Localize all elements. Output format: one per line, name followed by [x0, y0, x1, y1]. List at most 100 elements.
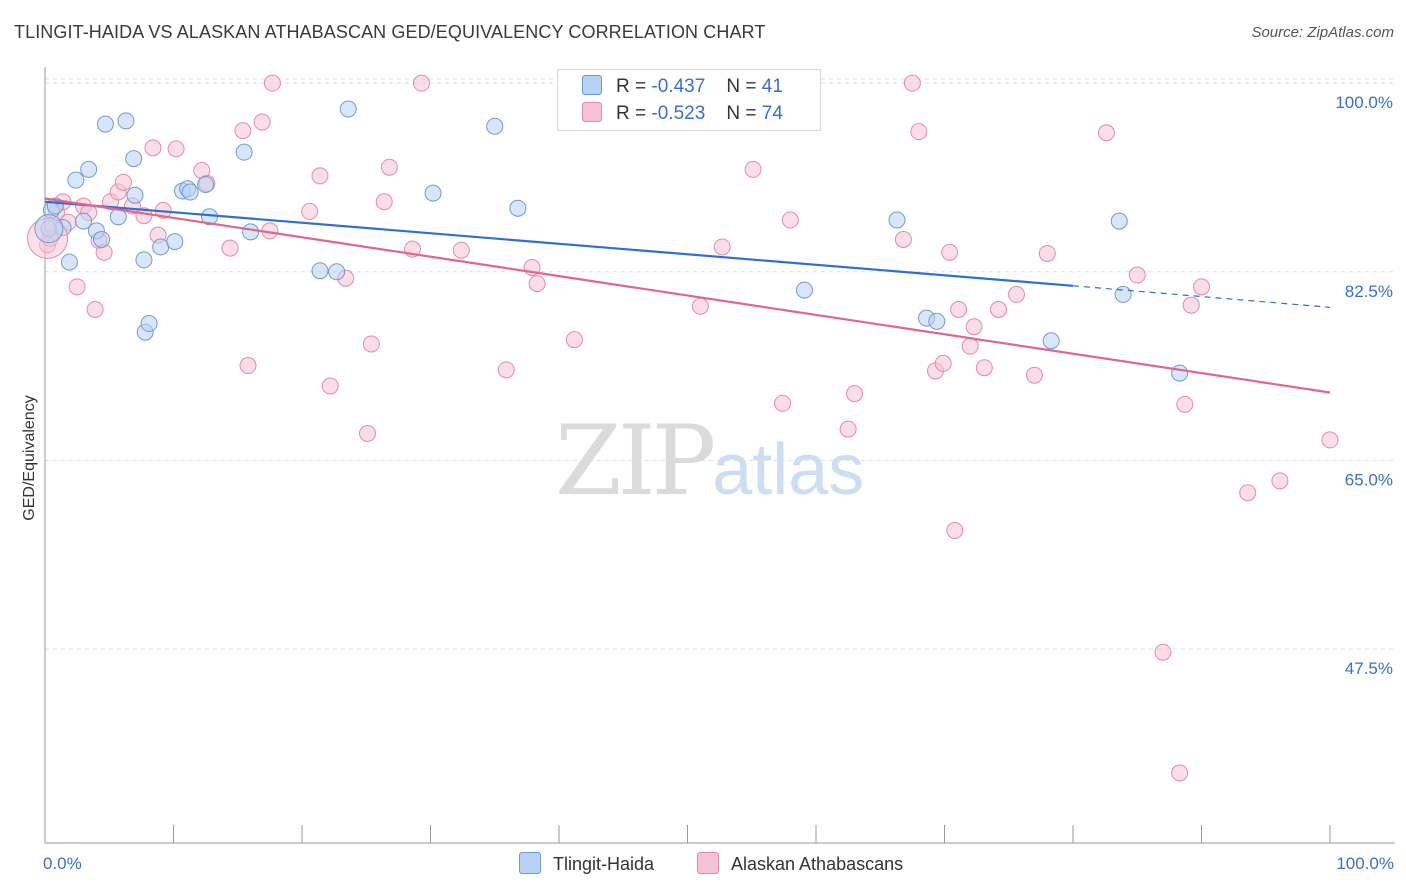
source-label: Source: ZipAtlas.com [1251, 24, 1394, 41]
trend-line-alaskan-athabascan [44, 197, 1331, 394]
point-tlingit-haida [242, 223, 260, 241]
y-tick-label: 65.0% [1345, 470, 1393, 489]
point-tlingit-haida [60, 253, 78, 271]
point-alaskan-athabascan [839, 420, 857, 438]
point-alaskan-athabascan [1154, 643, 1172, 661]
point-tlingit-haida [1171, 364, 1189, 382]
bottom-legend-swatch-blue [519, 852, 541, 874]
legend-row-tlingit-haida: R = -0.437 N = 41 [582, 75, 783, 99]
legend-r-value: -0.437 [651, 76, 706, 97]
legend-r-value: -0.523 [651, 103, 706, 124]
point-tlingit-haida [424, 184, 442, 202]
bottom-legend-label: Alaskan Athabascans [731, 854, 904, 874]
y-tick-label: 100.0% [1335, 93, 1393, 112]
point-alaskan-athabascan [941, 243, 959, 261]
point-tlingit-haida [67, 171, 85, 189]
point-alaskan-athabascan [1025, 366, 1043, 384]
point-alaskan-athabascan [713, 238, 731, 256]
point-tlingit-haida [1110, 212, 1128, 230]
point-alaskan-athabascan [1182, 296, 1200, 314]
point-tlingit-haida [509, 199, 527, 217]
point-tlingit-haida [197, 175, 215, 193]
bottom-legend-alaskan-athabascans: Alaskan Athabascans [697, 852, 903, 875]
point-alaskan-athabascan [321, 377, 339, 395]
legend-swatch-pink [582, 102, 602, 122]
point-alaskan-athabascan [744, 160, 762, 178]
point-tlingit-haida-cluster [34, 214, 64, 244]
point-alaskan-athabascan [253, 113, 271, 131]
point-tlingit-haida [486, 117, 504, 135]
point-alaskan-athabascan [380, 158, 398, 176]
point-tlingit-haida [126, 186, 144, 204]
point-alaskan-athabascan [1007, 285, 1025, 303]
point-alaskan-athabascan [452, 241, 470, 259]
bottom-legend-label: Tlingit-Haida [553, 854, 655, 874]
point-alaskan-athabascan [565, 331, 583, 349]
point-tlingit-haida [75, 212, 93, 230]
point-alaskan-athabascan [1176, 395, 1194, 413]
point-alaskan-athabascan [114, 173, 132, 191]
point-alaskan-athabascan [903, 74, 921, 92]
point-alaskan-athabascan [68, 278, 86, 296]
correlation-legend: R = -0.437 N = 41 R = -0.523 N = 74 [557, 69, 821, 131]
legend-row-alaskan-athabascans: R = -0.523 N = 74 [582, 102, 783, 126]
point-alaskan-athabascan [1271, 472, 1289, 490]
point-alaskan-athabascan [359, 424, 377, 442]
point-alaskan-athabascan [311, 167, 329, 185]
legend-n-value: 74 [761, 103, 783, 124]
y-tick-label: 82.5% [1345, 282, 1393, 301]
point-alaskan-athabascan [691, 297, 709, 315]
point-alaskan-athabascan [961, 337, 979, 355]
point-alaskan-athabascan [234, 122, 252, 140]
point-tlingit-haida [311, 262, 329, 280]
point-alaskan-athabascan [301, 202, 319, 220]
point-tlingit-haida [152, 238, 170, 256]
point-alaskan-athabascan [263, 74, 281, 92]
point-tlingit-haida [795, 281, 813, 299]
point-alaskan-athabascan [144, 139, 162, 157]
point-alaskan-athabascan [239, 357, 257, 375]
legend-n-value: 41 [761, 76, 783, 97]
point-alaskan-athabascan [221, 239, 239, 257]
point-tlingit-haida [888, 211, 906, 229]
point-alaskan-athabascan [910, 123, 928, 141]
point-alaskan-athabascan [1038, 244, 1056, 262]
point-tlingit-haida [235, 143, 253, 161]
point-tlingit-haida [125, 150, 143, 168]
point-alaskan-athabascan [1321, 431, 1339, 449]
point-alaskan-athabascan [975, 359, 993, 377]
point-alaskan-athabascan [528, 275, 546, 293]
trend-line-tlingit-haida [44, 200, 1074, 287]
point-alaskan-athabascan [497, 361, 515, 379]
point-alaskan-athabascan [167, 140, 185, 158]
chart-title: TLINGIT-HAIDA VS ALASKAN ATHABASCAN GED/… [14, 22, 766, 42]
point-tlingit-haida [140, 315, 158, 333]
x-tick-label-max: 100.0% [1336, 854, 1394, 873]
point-alaskan-athabascan [1171, 764, 1189, 782]
point-alaskan-athabascan [375, 193, 393, 211]
point-tlingit-haida [181, 183, 199, 201]
point-tlingit-haida [166, 233, 184, 251]
point-alaskan-athabascan [950, 301, 968, 318]
point-tlingit-haida [339, 100, 357, 118]
point-alaskan-athabascan [413, 74, 431, 92]
legend-n-label: N = [726, 76, 757, 97]
point-tlingit-haida [96, 115, 114, 133]
point-alaskan-athabascan [1128, 266, 1146, 284]
point-alaskan-athabascan [946, 521, 964, 539]
point-alaskan-athabascan [965, 318, 983, 336]
bottom-legend-swatch-pink [697, 852, 719, 874]
point-alaskan-athabascan [781, 211, 799, 229]
point-alaskan-athabascan [989, 301, 1007, 318]
point-tlingit-haida [1114, 285, 1132, 303]
point-alaskan-athabascan [894, 230, 912, 248]
point-tlingit-haida [328, 263, 346, 281]
point-alaskan-athabascan [1239, 484, 1257, 502]
point-tlingit-haida [135, 251, 153, 269]
legend-r-label: R = [616, 103, 647, 124]
legend-r-label: R = [616, 76, 647, 97]
point-alaskan-athabascan [86, 301, 104, 318]
x-tick-label-min: 0.0% [43, 854, 82, 873]
point-alaskan-athabascan [774, 394, 792, 412]
bottom-legend-tlingit-haida: Tlingit-Haida [519, 852, 654, 875]
